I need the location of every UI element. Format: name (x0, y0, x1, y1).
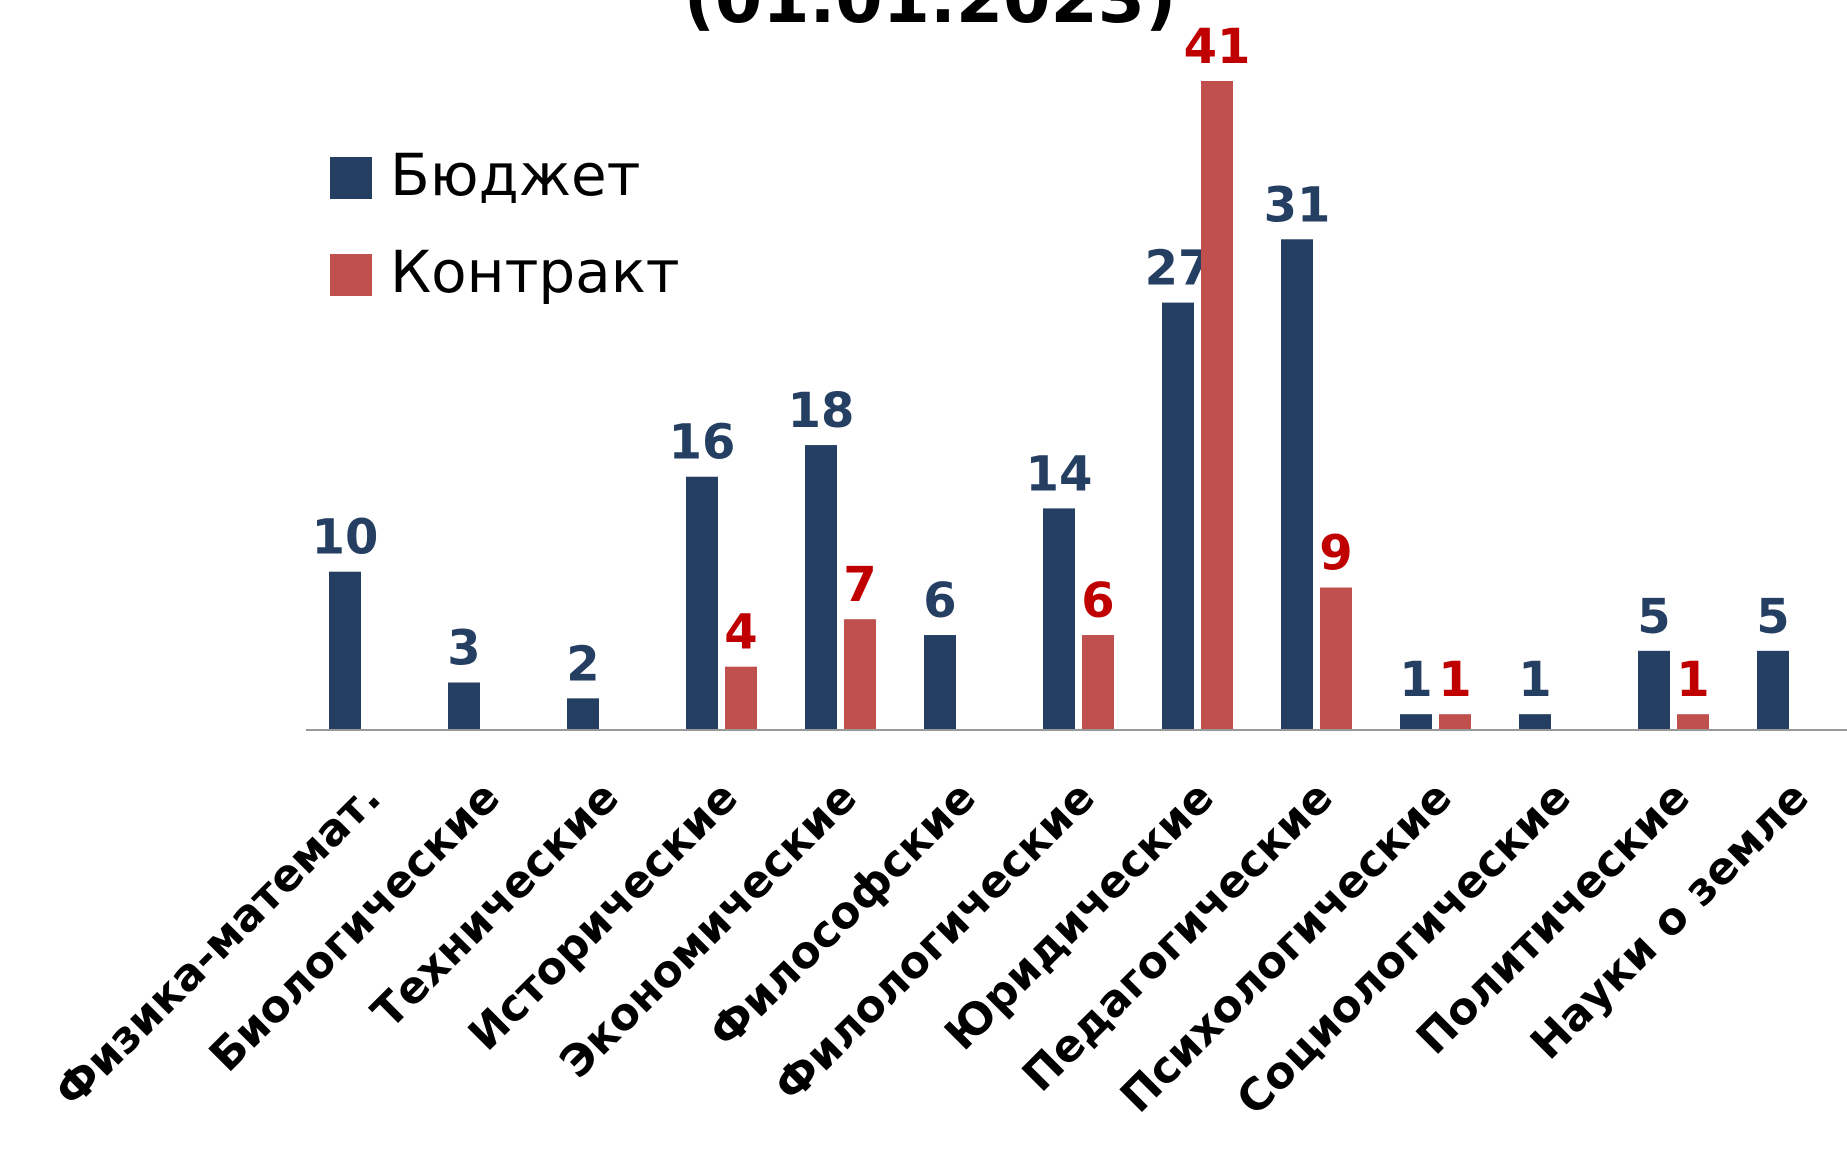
bar (844, 619, 876, 730)
bar (1519, 714, 1551, 730)
data-label: 9 (1319, 526, 1352, 582)
bar (1677, 714, 1709, 730)
data-label: 6 (1081, 573, 1114, 629)
data-label: 10 (312, 510, 379, 566)
data-label: 41 (1184, 19, 1251, 75)
data-label: 16 (669, 415, 736, 471)
bar (924, 635, 956, 730)
bar (567, 698, 599, 730)
bar (1320, 587, 1352, 730)
data-label: 1 (1438, 652, 1471, 708)
data-label: 31 (1264, 177, 1331, 233)
data-label: 3 (447, 621, 480, 677)
legend-label: Контракт (390, 238, 680, 306)
bar (805, 445, 837, 730)
data-label: 1 (1518, 652, 1551, 708)
chart-title: (01.01.2023) (684, 0, 1176, 39)
data-label: 27 (1145, 241, 1212, 297)
bar (1638, 650, 1670, 730)
bar (1201, 81, 1233, 730)
data-label: 7 (843, 557, 876, 613)
bar (686, 476, 718, 730)
data-label: 18 (788, 383, 855, 439)
legend-swatch (330, 157, 372, 199)
data-label: 5 (1637, 589, 1670, 645)
bar (725, 666, 757, 730)
data-label: 1 (1676, 652, 1709, 708)
bar (448, 682, 480, 730)
bar (1281, 239, 1313, 731)
bar (1757, 650, 1789, 730)
legend-label: Бюджет (390, 141, 640, 209)
legend-swatch (330, 254, 372, 296)
bar (1043, 508, 1075, 730)
data-label: 5 (1756, 589, 1789, 645)
bar (329, 571, 361, 730)
bar (1162, 302, 1194, 730)
data-label: 4 (724, 605, 757, 661)
bar (1400, 714, 1432, 730)
data-label: 2 (566, 636, 599, 692)
data-label: 6 (923, 573, 956, 629)
bar (1082, 635, 1114, 730)
data-label: 14 (1026, 446, 1093, 502)
data-label: 1 (1399, 652, 1432, 708)
bar (1439, 714, 1471, 730)
